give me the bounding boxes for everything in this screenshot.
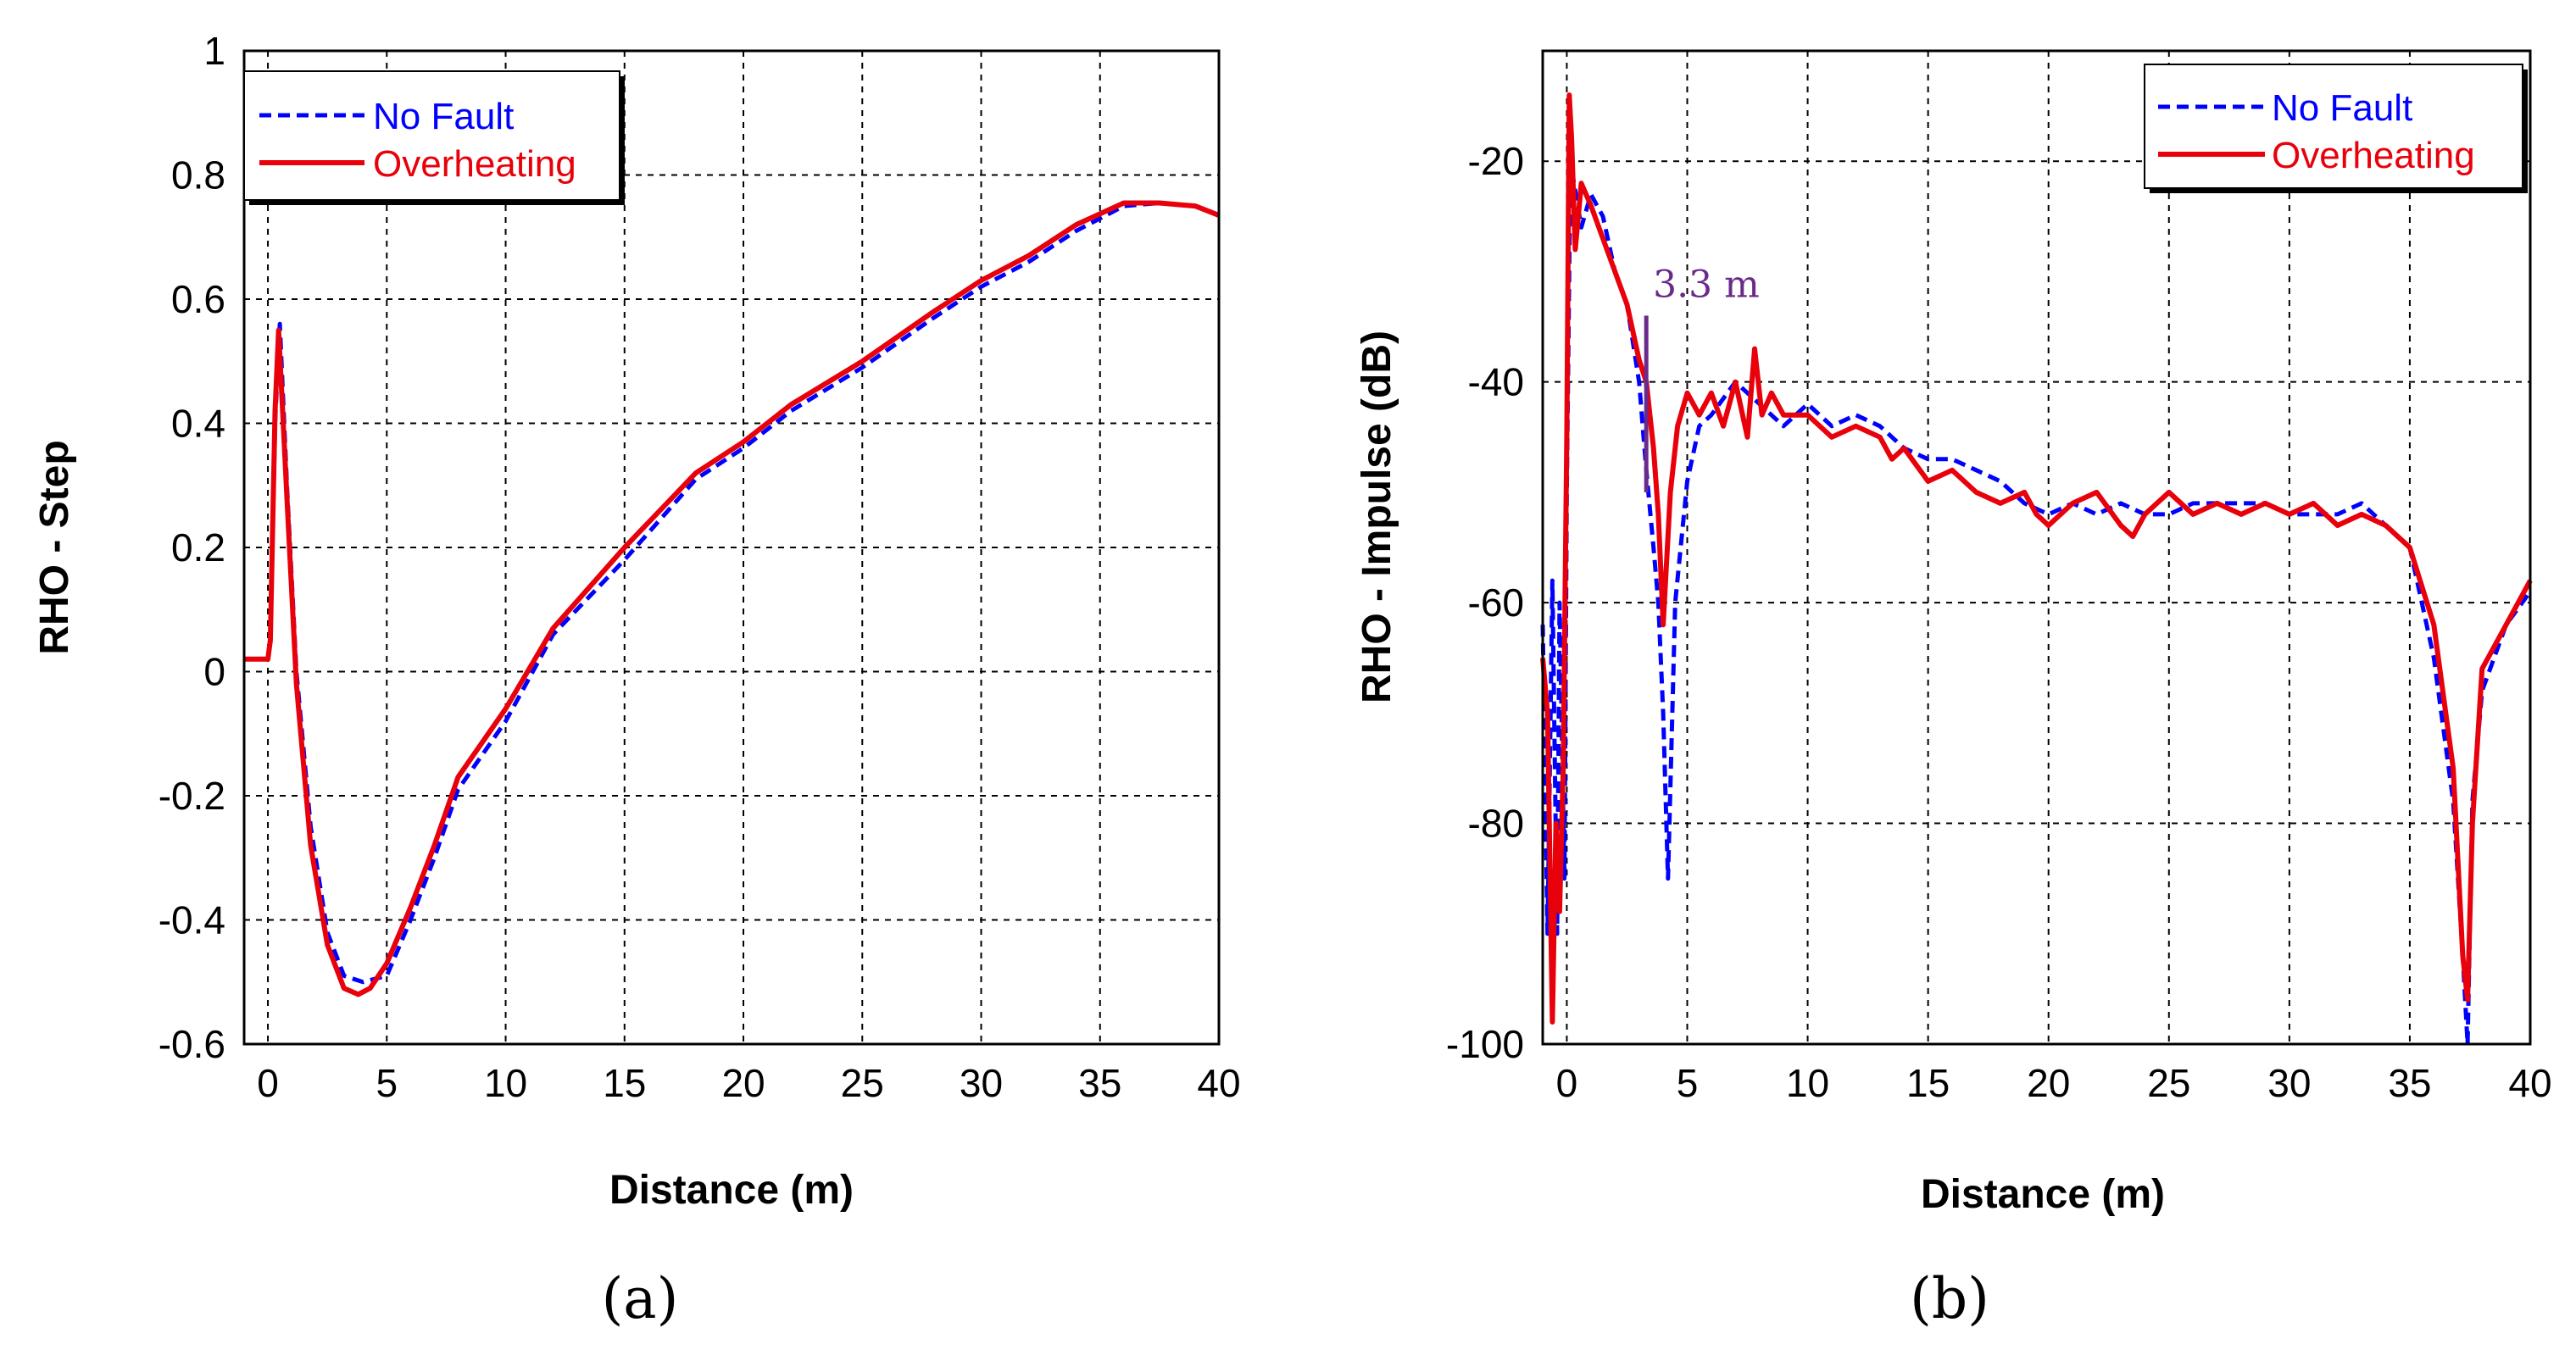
chart-a-ylabel: RHO - Step bbox=[32, 440, 77, 654]
chart-b-legend-box bbox=[2144, 64, 2523, 189]
chart-a-caption: (a) bbox=[602, 1266, 679, 1331]
chart-a-ytick-label: 0.6 bbox=[171, 277, 225, 321]
chart-a-series-overheating bbox=[244, 200, 1221, 997]
chart-a-xtick-label: 35 bbox=[1078, 1061, 1121, 1105]
chart-a-frame bbox=[242, 49, 1221, 1046]
chart-a-xtick-label: 25 bbox=[841, 1061, 884, 1105]
chart-b-xtick-label: 30 bbox=[2267, 1061, 2311, 1105]
chart-a-legend: No Fault Overheating bbox=[243, 70, 625, 205]
chart-b-xtick-label: 5 bbox=[1677, 1061, 1699, 1105]
chart-a-xtick-label: 20 bbox=[721, 1061, 765, 1105]
chart-b-ylabel: RHO - Impulse (dB) bbox=[1355, 331, 1399, 703]
chart-b-frame bbox=[1541, 49, 2532, 1046]
chart-a-ytick-label: 0.8 bbox=[171, 153, 225, 197]
chart-b-legend-label-no-fault: No Fault bbox=[2272, 87, 2412, 129]
chart-b-ytick-label: -80 bbox=[1468, 802, 1524, 846]
chart-b-ytick-label: -20 bbox=[1468, 139, 1524, 183]
chart-b-yticks: -100 -80 -60 -40 -20 bbox=[1446, 139, 1524, 1066]
chart-b-xtick-label: 10 bbox=[1786, 1061, 1829, 1105]
chart-b-annotation: 3.3 m bbox=[1644, 264, 1760, 492]
chart-b-ytick-label: -100 bbox=[1446, 1022, 1524, 1066]
chart-a-yticks: -0.6 -0.4 -0.2 0 0.2 0.4 0.6 0.8 1 bbox=[159, 29, 225, 1066]
chart-b-ytick-label: -60 bbox=[1468, 581, 1524, 625]
chart-b: 3.3 m 0 5 10 15 20 25 30 35 40 -100-80-60-40-20 … bbox=[1355, 49, 2552, 1331]
chart-a-ytick-label: -0.2 bbox=[159, 774, 225, 818]
chart-b-plot-area bbox=[1543, 51, 2530, 1044]
chart-b-series-no-fault bbox=[1540, 158, 2533, 1047]
chart-a-ytick-label: 0.2 bbox=[171, 525, 225, 569]
chart-b-xlabel: Distance (m) bbox=[1921, 1172, 2165, 1217]
chart-b-series bbox=[1540, 92, 2533, 1047]
chart-b-xtick-label: 15 bbox=[1906, 1061, 1950, 1105]
chart-b-xticks: 0 5 10 15 20 25 30 35 40 bbox=[1556, 1061, 2552, 1105]
chart-a-ytick-label: 0.4 bbox=[171, 402, 225, 446]
chart-a-xtick-label: 30 bbox=[960, 1061, 1003, 1105]
chart-a-ytick-label: 1 bbox=[203, 29, 225, 73]
chart-a-series bbox=[244, 200, 1221, 997]
chart-a-legend-label-overheating: Overheating bbox=[373, 143, 576, 185]
chart-a: 0 5 10 15 20 25 30 35 40 -0.6 -0.4 -0.2 0 0.2 0.4 0.6 0… bbox=[32, 29, 1241, 1331]
chart-a-ytick-label: -0.6 bbox=[159, 1022, 225, 1066]
chart-a-xtick-label: 40 bbox=[1197, 1061, 1240, 1105]
chart-a-xtick-label: 15 bbox=[603, 1061, 646, 1105]
chart-a-xlabel: Distance (m) bbox=[609, 1168, 854, 1213]
chart-b-annotation-label: 3.3 m bbox=[1653, 264, 1760, 307]
chart-b-xtick-label: 25 bbox=[2147, 1061, 2190, 1105]
chart-b-ytick-label: -40 bbox=[1468, 360, 1524, 404]
chart-b-xtick-label: 20 bbox=[2027, 1061, 2070, 1105]
chart-b-xtick-label: 35 bbox=[2388, 1061, 2431, 1105]
chart-b-xtick-label: 40 bbox=[2508, 1061, 2551, 1105]
chart-a-legend-label-no-fault: No Fault bbox=[373, 96, 514, 137]
chart-a-xtick-label: 5 bbox=[376, 1061, 398, 1105]
chart-a-xtick-label: 0 bbox=[257, 1061, 279, 1105]
chart-b-legend-label-overheating: Overheating bbox=[2272, 135, 2475, 176]
chart-b-series-overheating bbox=[1540, 92, 2533, 1025]
chart-a-xtick-label: 10 bbox=[484, 1061, 527, 1105]
chart-a-ytick-label: 0 bbox=[203, 650, 225, 694]
chart-a-ytick-label: -0.4 bbox=[159, 898, 225, 942]
chart-b-xtick-label: 0 bbox=[1556, 1061, 1578, 1105]
chart-b-legend: No Fault Overheating bbox=[2144, 64, 2528, 193]
chart-b-caption: (b) bbox=[1910, 1266, 1989, 1331]
chart-a-legend-box bbox=[243, 70, 620, 201]
chart-a-xticks: 0 5 10 15 20 25 30 35 40 bbox=[257, 1061, 1240, 1105]
